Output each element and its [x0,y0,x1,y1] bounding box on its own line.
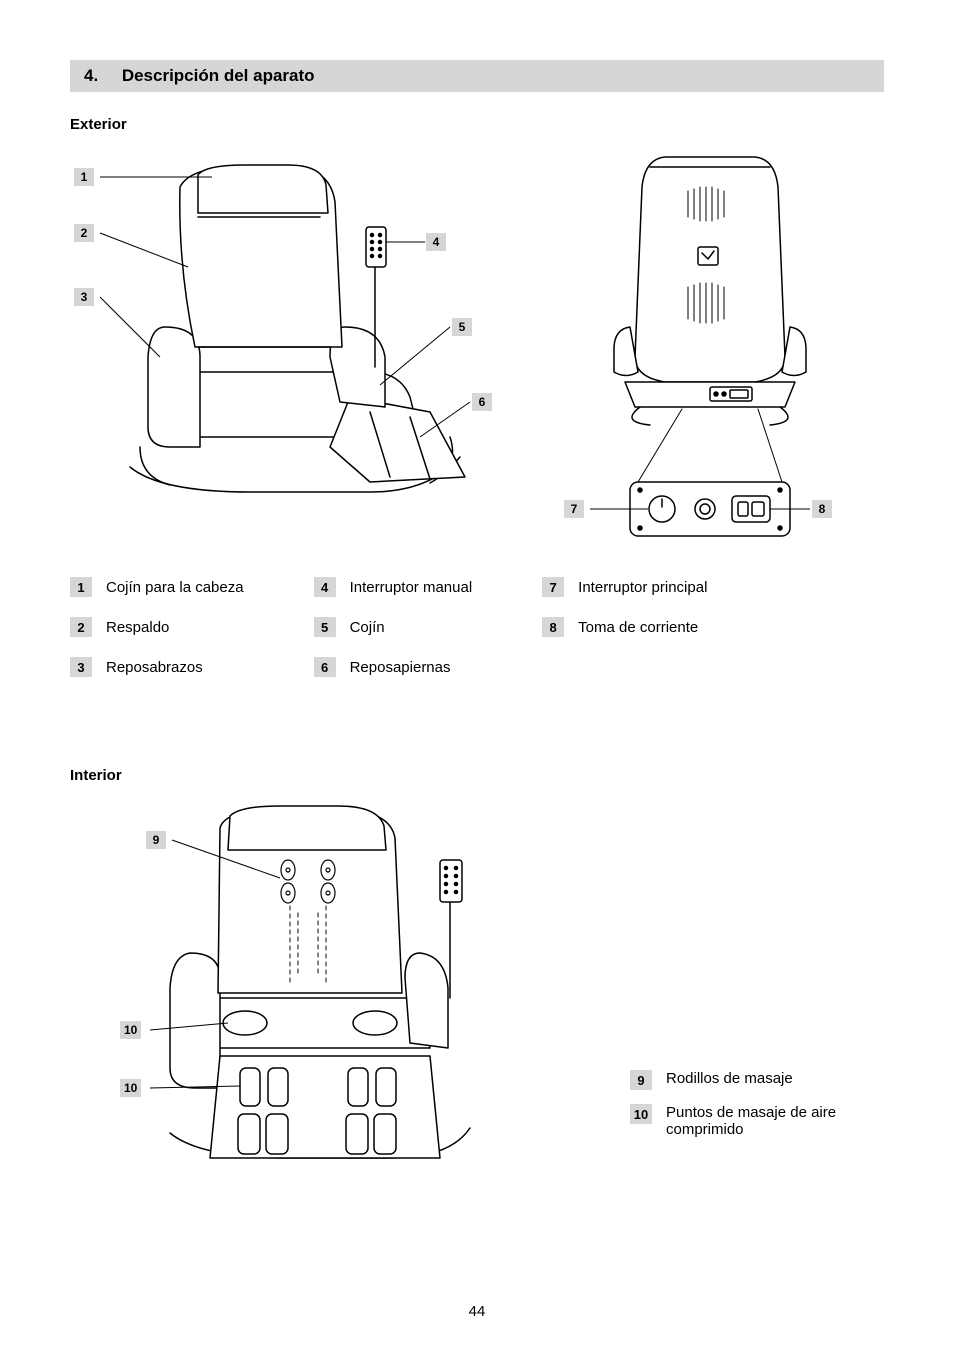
legend-item: 5 Cojín [314,617,473,637]
callout-num: 6 [472,393,492,411]
legend-item: 7 Interruptor principal [542,577,707,597]
callout-7: 7 [564,500,584,518]
callout-num: 10 [120,1079,141,1097]
legend-item: 3 Reposabrazos [70,657,244,677]
legend-num: 5 [314,617,336,637]
callout-10a: 10 [120,1021,141,1039]
page-number: 44 [0,1303,954,1320]
callout-num: 3 [74,288,94,306]
section-heading: 4. Descripción del aparato [70,60,884,92]
callout-4: 4 [426,233,446,251]
section-title: Descripción del aparato [122,66,315,85]
callout-1: 1 [74,168,94,186]
chair-front-svg [70,147,500,507]
callout-2: 2 [74,224,94,242]
callout-10b: 10 [120,1079,141,1097]
legend-label: Reposapiernas [350,659,451,676]
legend-label: Respaldo [106,619,169,636]
callout-num: 7 [564,500,584,518]
interior-diagram: 9 10 10 [90,798,510,1178]
callout-num: 2 [74,224,94,242]
callout-5: 5 [452,318,472,336]
callout-3: 3 [74,288,94,306]
legend-item: 9 Rodillos de masaje [630,1070,856,1090]
legend-num: 3 [70,657,92,677]
legend-num: 1 [70,577,92,597]
legend-label: Interruptor principal [578,579,707,596]
callout-num: 5 [452,318,472,336]
legend-label: Cojín para la cabeza [106,579,244,596]
legend-num: 7 [542,577,564,597]
legend-label: Cojín [350,619,385,636]
legend-num: 8 [542,617,564,637]
legend-num: 6 [314,657,336,677]
interior-section: 9 10 10 9 Rodillos de masaje 10 Puntos d… [70,798,884,1178]
section-number: 4. [84,66,98,85]
chair-rear-svg [530,147,870,547]
chair-interior-svg [90,798,510,1178]
legend-item: 4 Interruptor manual [314,577,473,597]
callout-9: 9 [146,831,166,849]
legend-num: 4 [314,577,336,597]
interior-legend: 9 Rodillos de masaje 10 Puntos de masaje… [630,1070,856,1138]
legend-item: 2 Respaldo [70,617,244,637]
callout-num: 1 [74,168,94,186]
exterior-diagrams: 1 2 3 4 5 6 [70,147,884,547]
interior-heading: Interior [70,767,884,784]
legend-label: Toma de corriente [578,619,698,636]
legend-label: Puntos de masaje de aire comprimido [666,1104,856,1138]
callout-num: 9 [146,831,166,849]
legend-num: 10 [630,1104,652,1124]
legend-label: Interruptor manual [350,579,473,596]
legend-num: 9 [630,1070,652,1090]
legend-label: Reposabrazos [106,659,203,676]
exterior-legend: 1 Cojín para la cabeza 2 Respaldo 3 Repo… [70,577,884,677]
callout-num: 8 [812,500,832,518]
exterior-front-diagram: 1 2 3 4 5 6 [70,147,500,507]
exterior-rear-diagram: 7 8 [530,147,870,547]
legend-item: 6 Reposapiernas [314,657,473,677]
legend-label: Rodillos de masaje [666,1070,793,1087]
callout-num: 10 [120,1021,141,1039]
callout-8: 8 [812,500,832,518]
legend-num: 2 [70,617,92,637]
callout-num: 4 [426,233,446,251]
legend-item: 8 Toma de corriente [542,617,707,637]
legend-item: 1 Cojín para la cabeza [70,577,244,597]
callout-6: 6 [472,393,492,411]
exterior-heading: Exterior [70,116,884,133]
legend-item: 10 Puntos de masaje de aire comprimido [630,1104,856,1138]
